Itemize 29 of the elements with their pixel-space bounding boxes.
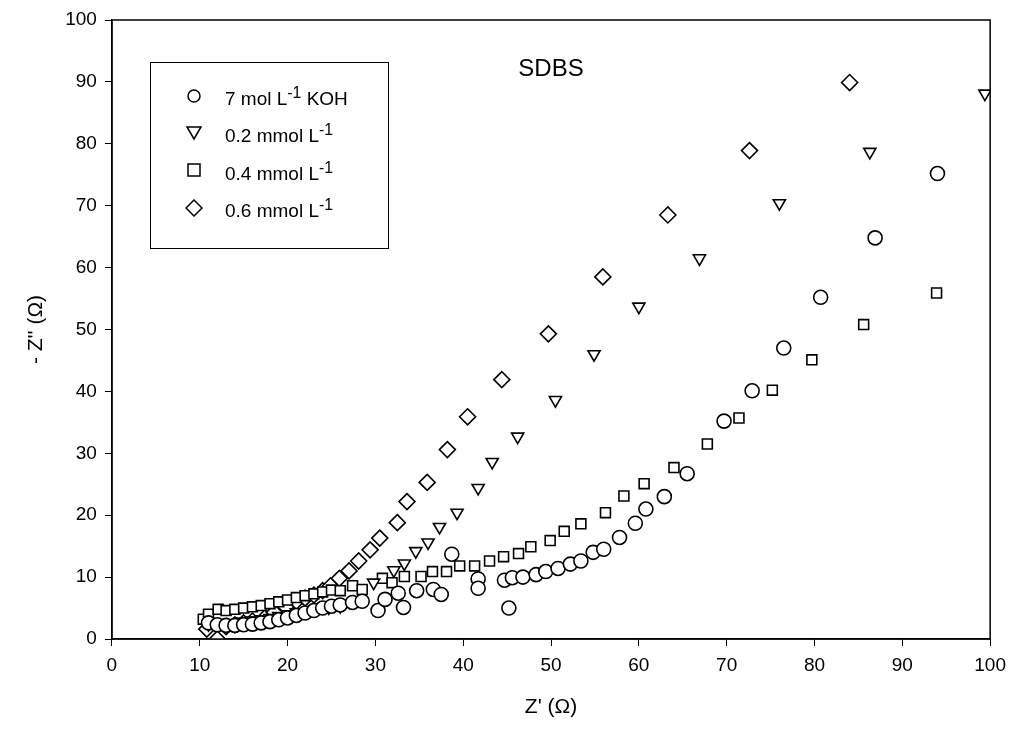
y-tick-label: 50 [75, 317, 97, 339]
x-tick-label: 60 [628, 653, 650, 675]
y-tick-label: 100 [65, 8, 97, 30]
legend-label: 0.4 mmol L$^{-1}$ [225, 157, 334, 186]
text: SDBS [518, 53, 584, 81]
y-tick-label: 90 [75, 70, 97, 92]
y-tick-label: 10 [75, 565, 97, 587]
legend-label: 0.6 mmol L$^{-1}$ [225, 195, 334, 224]
y-tick-label: 60 [75, 255, 97, 277]
x-tick-label: 30 [364, 653, 386, 675]
x-tick-label: 90 [891, 653, 913, 675]
x-tick-label: 80 [803, 653, 826, 675]
y-tick-label: 70 [75, 193, 97, 215]
x-tick-label: 0 [106, 653, 118, 675]
x-tick-label: 50 [540, 653, 562, 675]
y-tick-label: 0 [86, 627, 97, 649]
x-tick-label: 100 [974, 653, 1006, 675]
y-tick-label: 30 [75, 441, 97, 463]
x-tick-label: 20 [276, 653, 299, 675]
legend-label: 7 mol L$^{-1}$ KOH [225, 83, 348, 112]
y-tick-label: 40 [75, 379, 97, 401]
legend-label: 0.2 mmol L$^{-1}$ [225, 120, 334, 149]
x-tick-label: 70 [716, 653, 738, 675]
y-axis-title: - Z'' (Ω) [23, 294, 47, 365]
x-tick-label: 40 [452, 653, 474, 675]
y-tick-label: 20 [75, 503, 97, 525]
x-axis-title: Z' (Ω) [524, 694, 578, 718]
y-tick-label: 80 [75, 132, 97, 154]
x-tick-label: 10 [189, 653, 211, 675]
